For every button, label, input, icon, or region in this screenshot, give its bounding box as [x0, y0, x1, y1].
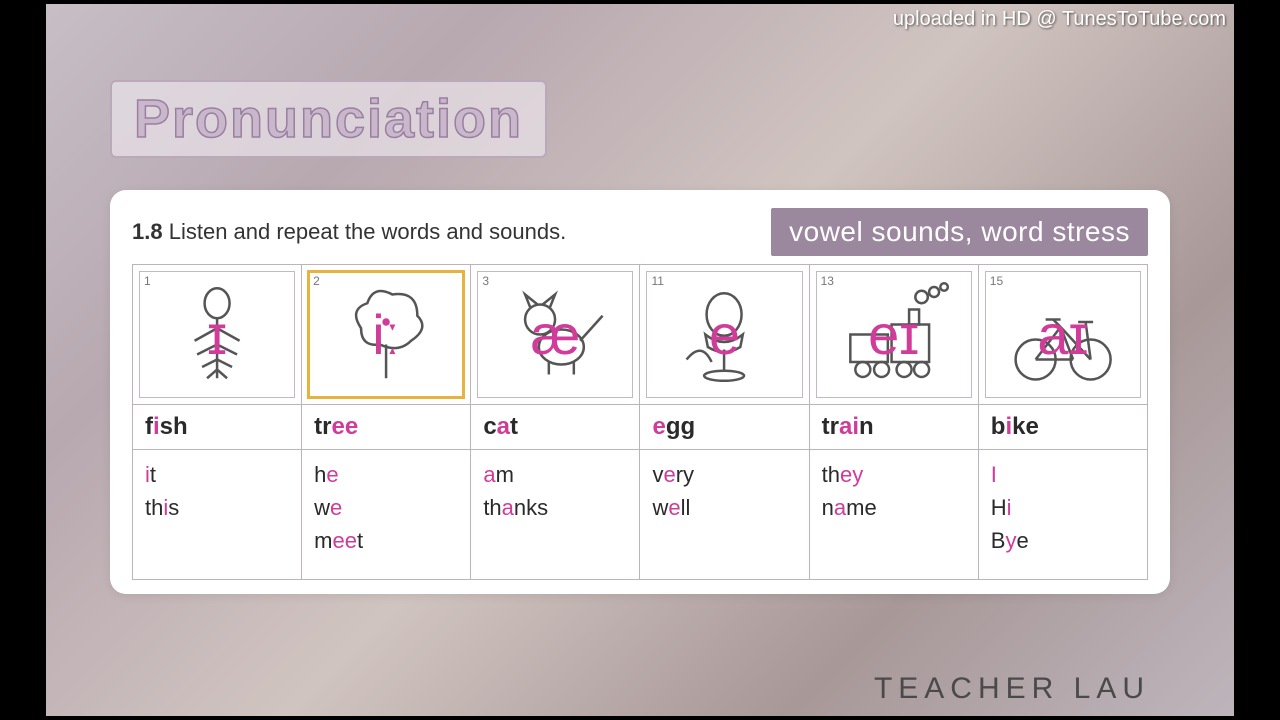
- phon-symbol: e: [647, 272, 801, 397]
- phon-examples-cell: amthanks: [471, 450, 640, 580]
- phon-examples-cell: theyname: [809, 450, 978, 580]
- letterbox-right: [1234, 0, 1280, 720]
- letterbox-bottom: [0, 716, 1280, 720]
- phon-symbol: æ: [478, 272, 632, 397]
- phon-symbol: iː: [309, 272, 463, 397]
- phon-symbol: eɪ: [817, 272, 971, 397]
- phon-keyword: tree: [314, 413, 358, 440]
- phon-examples-cell: hewemeet: [302, 450, 471, 580]
- phon-picture-cell: 1ɪ: [133, 265, 302, 405]
- phon-keyword: egg: [652, 413, 695, 440]
- phon-example-word: meet: [314, 524, 458, 557]
- phon-example-word: they: [822, 458, 966, 491]
- card-header: 1.8 Listen and repeat the words and soun…: [132, 208, 1148, 256]
- page-title: Pronunciation: [134, 89, 523, 149]
- instruction-number: 1.8: [132, 219, 163, 244]
- phon-symbol: aɪ: [986, 272, 1140, 397]
- phon-picture-egg: 11e: [646, 271, 802, 398]
- phon-keyword-cell: bike: [978, 405, 1147, 450]
- phon-picture-train: 13eɪ: [816, 271, 972, 398]
- phon-picture-cell: 2iː: [302, 265, 471, 405]
- phon-example-word: I: [991, 458, 1135, 491]
- phon-example-word: am: [483, 458, 627, 491]
- phon-example-word: he: [314, 458, 458, 491]
- instruction-text: 1.8 Listen and repeat the words and soun…: [132, 219, 566, 245]
- phon-picture-tree: 2iː: [308, 271, 464, 398]
- phon-keyword-cell: fish: [133, 405, 302, 450]
- phon-keyword-cell: tree: [302, 405, 471, 450]
- phon-picture-cell: 3æ: [471, 265, 640, 405]
- phon-example-word: Bye: [991, 524, 1135, 557]
- phon-picture-cell: 13eɪ: [809, 265, 978, 405]
- phon-keyword: cat: [483, 413, 518, 440]
- phon-keyword-cell: egg: [640, 405, 809, 450]
- phonics-table: 1ɪ2iː3æ11e13eɪ15aɪ fish tree cat egg train bi…: [132, 264, 1148, 580]
- phon-keyword: fish: [145, 413, 188, 440]
- phon-picture-bike: 15aɪ: [985, 271, 1141, 398]
- title-plate: Pronunciation: [110, 80, 547, 158]
- phon-example-word: we: [314, 491, 458, 524]
- phon-example-word: thanks: [483, 491, 627, 524]
- instruction-body: Listen and repeat the words and sounds.: [169, 219, 567, 244]
- phon-keyword: bike: [991, 413, 1039, 440]
- phon-example-word: Hi: [991, 491, 1135, 524]
- phon-keyword-cell: cat: [471, 405, 640, 450]
- phon-symbol: ɪ: [140, 272, 294, 397]
- phon-examples-cell: IHiBye: [978, 450, 1147, 580]
- phon-keyword: train: [822, 413, 874, 440]
- pronunciation-card: 1.8 Listen and repeat the words and soun…: [110, 190, 1170, 594]
- phon-example-word: name: [822, 491, 966, 524]
- upload-watermark: uploaded in HD @ TunesToTube.com: [887, 4, 1232, 35]
- phon-example-word: this: [145, 491, 289, 524]
- phon-picture-cell: 15aɪ: [978, 265, 1147, 405]
- phon-picture-cat: 3æ: [477, 271, 633, 398]
- phon-example-word: very: [652, 458, 796, 491]
- topic-chip: vowel sounds, word stress: [771, 208, 1148, 256]
- footer-brand: TEACHER LAU: [874, 672, 1150, 706]
- phon-example-word: it: [145, 458, 289, 491]
- phon-examples-cell: itthis: [133, 450, 302, 580]
- phon-example-word: well: [652, 491, 796, 524]
- letterbox-left: [0, 0, 46, 720]
- phon-picture-fish: 1ɪ: [139, 271, 295, 398]
- phon-picture-cell: 11e: [640, 265, 809, 405]
- phon-examples-cell: verywell: [640, 450, 809, 580]
- phon-keyword-cell: train: [809, 405, 978, 450]
